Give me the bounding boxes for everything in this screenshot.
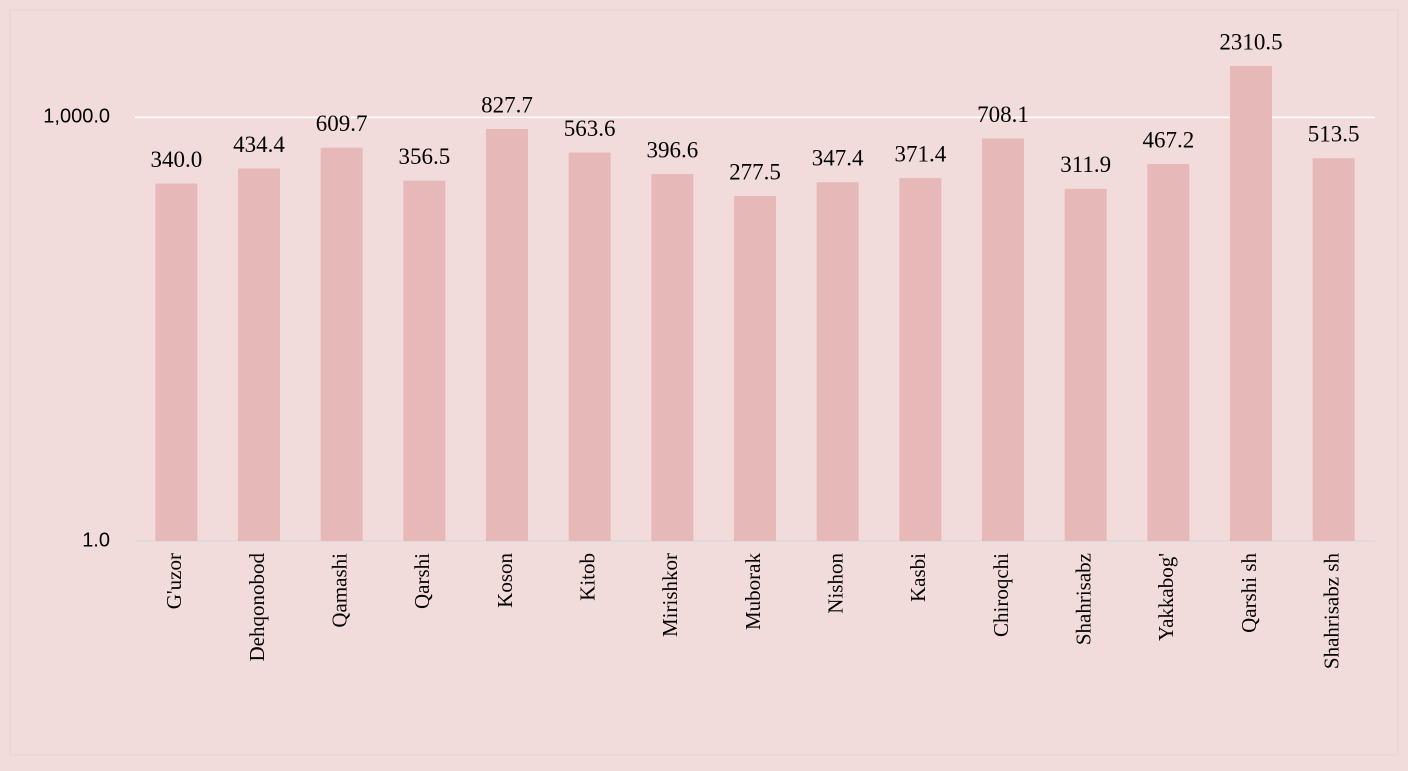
y-tick-label: 1,000.0 xyxy=(43,106,110,128)
x-tick-label: Qamashi xyxy=(327,553,351,628)
value-label: 347.4 xyxy=(812,145,864,170)
x-tick-label: Yakkabog' xyxy=(1154,553,1178,641)
value-label: 827.7 xyxy=(481,92,533,117)
y-tick-label: 1.0 xyxy=(82,529,110,551)
value-label: 609.7 xyxy=(316,111,368,136)
value-label: 340.0 xyxy=(150,147,202,172)
value-label: 513.5 xyxy=(1308,122,1360,147)
chart-area xyxy=(9,9,1399,756)
value-label: 311.9 xyxy=(1060,152,1111,177)
x-tick-label: Mirishkor xyxy=(658,553,682,637)
bar xyxy=(651,174,694,541)
x-tick-label: Shahrisabz xyxy=(1071,553,1095,645)
bar xyxy=(238,168,280,541)
bar xyxy=(982,138,1024,541)
value-label: 563.6 xyxy=(564,116,616,141)
value-label: 434.4 xyxy=(233,132,285,157)
x-tick-label: Koson xyxy=(493,553,517,608)
value-label: 467.2 xyxy=(1142,127,1194,152)
bar xyxy=(486,128,528,541)
value-label: 2310.5 xyxy=(1219,29,1282,54)
bar xyxy=(1230,66,1272,541)
bar xyxy=(1312,158,1355,541)
value-label: 371.4 xyxy=(894,141,946,166)
bar xyxy=(816,182,859,541)
value-label: 356.5 xyxy=(398,144,450,169)
x-tick-label: Nishon xyxy=(823,553,847,614)
x-tick-label: Chiroqchi xyxy=(989,553,1013,637)
x-tick-label: G'uzor xyxy=(162,553,186,609)
bar xyxy=(568,152,611,541)
x-tick-label: Dehqonobod xyxy=(245,553,269,662)
bar xyxy=(1147,164,1190,542)
x-tick-label: Qarshi sh xyxy=(1237,553,1261,633)
x-tick-label: Kasbi xyxy=(906,553,930,602)
value-label: 396.6 xyxy=(646,137,698,162)
x-tick-label: Shahrisabz sh xyxy=(1319,553,1343,670)
bar xyxy=(734,195,776,541)
x-tick-label: Kitob xyxy=(575,553,599,601)
x-tick-label: Muborak xyxy=(741,553,765,630)
bar xyxy=(155,183,198,541)
x-tick-label: Qarshi xyxy=(410,553,434,609)
bar xyxy=(899,178,942,542)
value-label: 277.5 xyxy=(729,159,781,184)
bar xyxy=(1064,188,1107,541)
bar xyxy=(403,180,446,541)
value-label: 708.1 xyxy=(977,102,1029,127)
bar xyxy=(320,147,363,542)
